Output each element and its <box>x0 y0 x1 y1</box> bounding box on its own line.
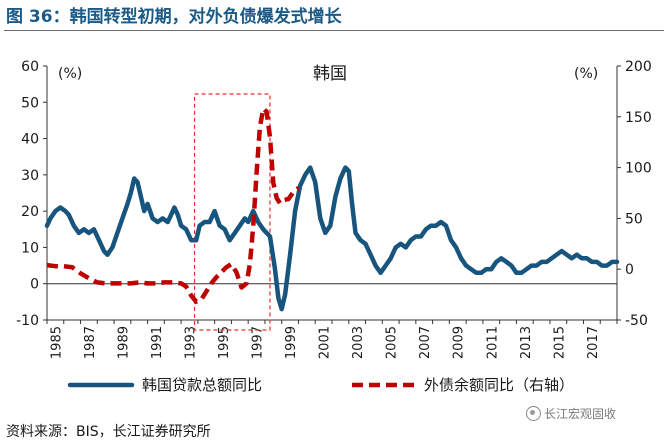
left-y-tick-label: 40 <box>21 132 39 148</box>
left-y-tick-label: 10 <box>21 240 39 256</box>
x-tick-label: 1997 <box>251 326 266 359</box>
x-tick-label: 2015 <box>552 326 567 359</box>
source-note: 资料来源：BIS，长江证券研究所 <box>6 424 211 440</box>
watermark-text: 长江宏观固收 <box>544 407 617 421</box>
highlight-group <box>193 93 271 331</box>
x-tick-label: 1999 <box>284 326 299 359</box>
x-tick-label: 1989 <box>116 326 131 359</box>
x-tick-label: 1993 <box>184 326 199 359</box>
left-y-tick-label: 30 <box>21 168 39 184</box>
title-divider <box>4 30 664 31</box>
x-tick-label: 2005 <box>385 326 400 359</box>
wechat-icon <box>526 406 541 421</box>
chart-title: 韩国 <box>313 64 347 84</box>
right-y-tick-label: 150 <box>625 110 652 126</box>
left-y-tick-label: -10 <box>16 313 39 329</box>
x-tick-label: 2011 <box>485 326 500 359</box>
left-axis-unit: (%) <box>58 66 82 82</box>
x-tick-label: 2013 <box>519 326 534 359</box>
right-axis-unit: (%) <box>574 66 598 82</box>
left-y-tick-label: 50 <box>21 95 39 111</box>
axes-group: -10 0 10 20 30 40 50 60 -50 0 50 100 150 200 1985 1987 1… <box>16 59 652 359</box>
left-y-tick-label: 0 <box>30 277 39 293</box>
x-tick-label: 1985 <box>49 326 64 359</box>
crisis-highlight-box <box>193 93 271 331</box>
x-tick-label: 2017 <box>586 326 601 359</box>
right-y-tick-label: -50 <box>625 313 648 329</box>
loan-growth-line <box>44 165 620 312</box>
figure-title: 图 36：韩国转型初期，对外负债爆发式增长 <box>6 7 342 27</box>
x-tick-label: 1995 <box>217 326 232 359</box>
external-debt-growth-line <box>46 106 300 304</box>
x-tick-label: 2007 <box>418 326 433 359</box>
x-tick-label: 2003 <box>351 326 366 359</box>
right-y-tick-label: 200 <box>625 59 652 75</box>
legend-debt-label: 外债余额同比（右轴） <box>424 376 574 394</box>
x-tick-label: 2009 <box>452 326 467 359</box>
x-tick-label: 1987 <box>83 326 98 359</box>
right-y-tick-label: 0 <box>625 262 634 278</box>
left-y-tick-label: 60 <box>21 59 39 75</box>
right-y-tick-label: 50 <box>625 211 643 227</box>
left-y-tick-label: 20 <box>21 204 39 220</box>
x-tick-label: 2001 <box>318 326 333 359</box>
series-group <box>44 106 620 312</box>
right-y-tick-label: 100 <box>625 161 652 177</box>
x-tick-label: 1991 <box>150 326 165 359</box>
watermark: 长江宏观固收 <box>526 405 616 422</box>
legend-loan-label: 韩国贷款总额同比 <box>142 376 262 394</box>
